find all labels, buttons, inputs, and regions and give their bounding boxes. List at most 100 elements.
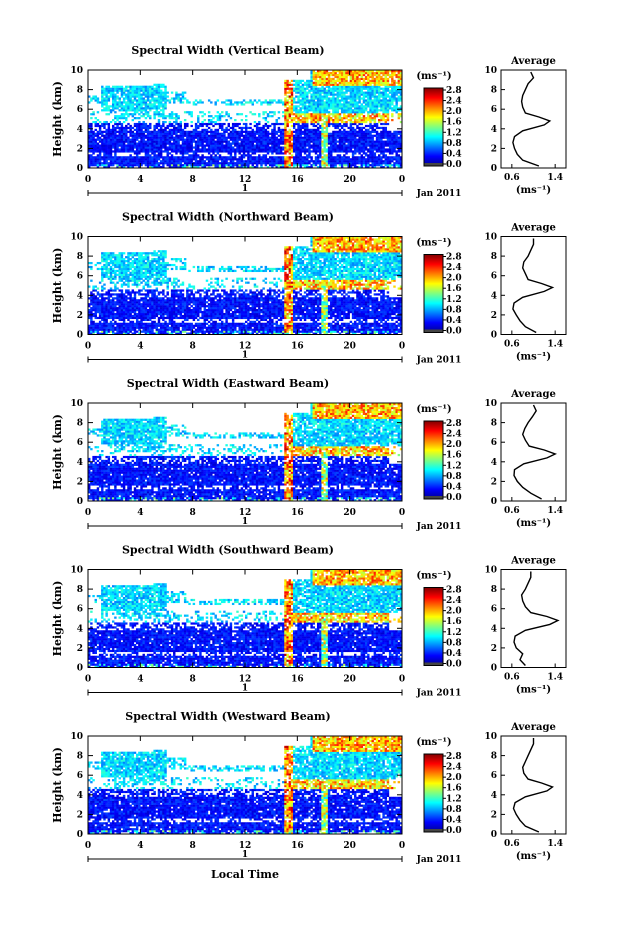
heatmap-cell (361, 76, 363, 78)
heatmap-cell (262, 111, 264, 113)
heatmap-cell (343, 82, 345, 84)
heatmap-cell (361, 133, 363, 135)
heatmap-cell (398, 99, 400, 101)
heatmap-cell (341, 133, 343, 135)
heatmap-cell (293, 162, 295, 164)
heatmap-cell (177, 95, 179, 97)
heatmap-cell (363, 72, 365, 74)
heatmap-cell (95, 311, 97, 313)
heatmap-cell (337, 111, 339, 113)
heatmap-cell (123, 88, 125, 90)
heatmap-cell (138, 125, 140, 127)
heatmap-cell (330, 92, 332, 94)
heatmap-cell (300, 152, 302, 154)
heatmap-cell (319, 135, 321, 137)
heatmap-cell (284, 90, 286, 92)
heatmap-cell (319, 144, 321, 146)
heatmap-cell (304, 127, 306, 129)
heatmap-cell (378, 158, 380, 160)
panel-title: Spectral Width (Vertical Beam) (131, 44, 324, 57)
heatmap-cell (374, 162, 376, 164)
heatmap-cell (221, 115, 223, 117)
heatmap-cell (103, 139, 105, 141)
heatmap-cell (310, 105, 312, 107)
heatmap-cell (101, 158, 103, 160)
heatmap-cell (208, 131, 210, 133)
heatmap-cell (328, 125, 330, 127)
heatmap-cell (217, 123, 219, 125)
heatmap-cell (254, 156, 256, 158)
heatmap-cell (110, 276, 112, 278)
heatmap-cell (247, 148, 249, 150)
heatmap-cell (365, 99, 367, 101)
heatmap-cell (395, 141, 397, 143)
heatmap-cell (367, 78, 369, 80)
heatmap-cell (232, 146, 234, 148)
heatmap-cell (313, 99, 315, 101)
heatmap-cell (284, 127, 286, 129)
heatmap-cell (138, 99, 140, 101)
heatmap-cell (350, 139, 352, 141)
heatmap-cell (103, 319, 105, 321)
heatmap-cell (241, 160, 243, 162)
heatmap-cell (302, 156, 304, 158)
heatmap-cell (376, 125, 378, 127)
heatmap-cell (376, 123, 378, 125)
heatmap-cell (308, 131, 310, 133)
heatmap-cell (103, 141, 105, 143)
heatmap-cell (149, 92, 151, 94)
heatmap-cell (201, 156, 203, 158)
heatmap-cell (129, 154, 131, 156)
heatmap-cell (387, 139, 389, 141)
heatmap-cell (273, 99, 275, 101)
heatmap-cell (108, 313, 110, 315)
heatmap-cell (276, 158, 278, 160)
heatmap-cell (99, 323, 101, 325)
heatmap-cell (97, 156, 99, 158)
heatmap-cell (374, 78, 376, 80)
heatmap-cell (195, 127, 197, 129)
heatmap-cell (164, 148, 166, 150)
heatmap-cell (345, 150, 347, 152)
heatmap-cell (376, 74, 378, 76)
heatmap-cell (326, 84, 328, 86)
heatmap-cell (315, 156, 317, 158)
heatmap-cell (110, 92, 112, 94)
heatmap-cell (297, 99, 299, 101)
heatmap-cell (369, 109, 371, 111)
heatmap-cell (116, 103, 118, 105)
heatmap-cell (241, 127, 243, 129)
heatmap-cell (105, 139, 107, 141)
colorbar-tick-label: 0.0 (446, 160, 462, 170)
heatmap-cell (95, 143, 97, 145)
heatmap-cell (119, 86, 121, 88)
heatmap-cell (385, 109, 387, 111)
heatmap-cell (354, 146, 356, 148)
heatmap-cell (249, 131, 251, 133)
heatmap-cell (326, 74, 328, 76)
heatmap-cell (103, 317, 105, 319)
heatmap-cell (280, 129, 282, 131)
heatmap-cell (101, 270, 103, 272)
heatmap-cell (110, 254, 112, 256)
heatmap-cell (243, 99, 245, 101)
heatmap-cell (374, 131, 376, 133)
heatmap-cell (304, 117, 306, 119)
heatmap-cell (358, 148, 360, 150)
heatmap-cell (345, 144, 347, 146)
heatmap-cell (334, 162, 336, 164)
heatmap-cell (210, 129, 212, 131)
heatmap-cell (184, 127, 186, 129)
heatmap-cell (354, 148, 356, 150)
heatmap-cell (306, 129, 308, 131)
heatmap-cell (286, 146, 288, 148)
heatmap-cell (295, 84, 297, 86)
heatmap-cell (332, 121, 334, 123)
heatmap-cell (284, 101, 286, 103)
heatmap-cell (228, 152, 230, 154)
heatmap-cell (389, 107, 391, 109)
heatmap-cell (112, 88, 114, 90)
heatmap-cell (345, 97, 347, 99)
heatmap-cell (260, 101, 262, 103)
heatmap-cell (212, 148, 214, 150)
